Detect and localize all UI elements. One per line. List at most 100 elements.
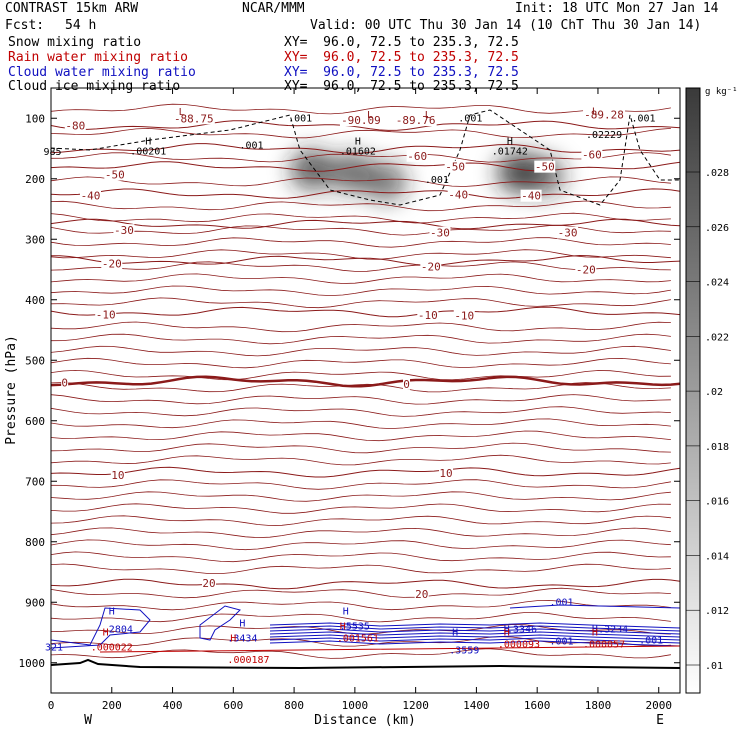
valid-time: Valid: 00 UTC Thu 30 Jan 14 (10 ChT Thu … xyxy=(310,18,702,33)
temp-label: -40 xyxy=(521,190,541,203)
y-tick-label: 500 xyxy=(25,354,45,367)
temp-label-bg xyxy=(80,189,102,202)
temp-label-bg xyxy=(447,188,469,201)
low-marker: L xyxy=(179,107,185,118)
y-axis-title: Pressure (hPa) xyxy=(4,335,19,445)
temp-label-bg xyxy=(429,226,451,239)
contour-label: .001 xyxy=(425,175,449,186)
forecast-label: Fcst: xyxy=(5,18,45,33)
colorbar-label: .016 xyxy=(705,497,729,508)
cloud-water-label: .3559 xyxy=(449,646,479,657)
y-tick-label: 1000 xyxy=(19,657,46,670)
rain-label: .000093 xyxy=(498,640,540,651)
temp-label-bg xyxy=(110,469,125,482)
isotherm-minor xyxy=(50,152,671,163)
cloud-water-contour xyxy=(269,628,681,635)
isotherm-m10 xyxy=(50,306,681,318)
max-h-marker: H xyxy=(145,137,151,148)
low-marker: L xyxy=(592,107,598,118)
model-title: CONTRAST 15km ARW xyxy=(5,1,139,16)
isotherm-10 xyxy=(50,466,681,478)
temp-label: 0 xyxy=(403,378,410,391)
snow-shading xyxy=(290,149,566,202)
rain-label: H xyxy=(504,628,510,639)
isotherm-minor xyxy=(50,442,671,454)
temp-label-bg xyxy=(95,308,117,321)
field-xy-snow: XY= 96.0, 72.5 to 235.3, 72.5 xyxy=(284,35,519,50)
rain-label: H xyxy=(592,628,598,639)
cloud-water-contour xyxy=(269,625,681,632)
isotherm-minor xyxy=(50,261,671,272)
cloud-water-label: .001 xyxy=(639,635,663,646)
isotherm-m30 xyxy=(50,218,681,230)
cloud-water-contours xyxy=(50,604,681,649)
isotherm-minor xyxy=(50,369,671,381)
isotherm-minor xyxy=(50,357,671,369)
max-value-label: .00201 xyxy=(130,147,166,158)
org-name: NCAR/MMM xyxy=(242,1,305,16)
x-tick-label: 2000 xyxy=(645,699,672,712)
y-tick-label: 800 xyxy=(25,536,45,549)
temp-label-bg xyxy=(202,576,217,589)
temp-label: -10 xyxy=(418,309,438,322)
cloud-water-label: .001 xyxy=(549,637,573,648)
temp-label: -40 xyxy=(81,190,101,203)
isotherm-minor xyxy=(50,491,671,502)
colorbar xyxy=(685,87,701,694)
isotherm-minor xyxy=(50,527,671,539)
isotherm-minor xyxy=(50,321,671,333)
snow-max-1 xyxy=(329,152,374,193)
isotherm-minor xyxy=(50,418,671,430)
temp-label-bg xyxy=(520,189,542,202)
isotherm-minor xyxy=(50,333,671,345)
temp-label: -20 xyxy=(576,264,596,277)
colorbar-label: .012 xyxy=(705,606,729,617)
temp-label-bg xyxy=(104,168,126,181)
isotherm-20 xyxy=(50,578,681,590)
cloud-water-label: H xyxy=(239,618,245,629)
isotherm-minor xyxy=(50,406,671,417)
contour-label: .001 xyxy=(288,113,312,124)
rain-label: .000187 xyxy=(227,655,269,666)
temp-label: -89.28 xyxy=(584,109,624,122)
isotherm-minor xyxy=(50,454,671,466)
cloud-water-contour xyxy=(269,631,681,638)
temp-label-bg xyxy=(420,260,442,273)
x-end-east: E xyxy=(656,713,664,728)
x-tick-label: 600 xyxy=(223,699,243,712)
rain-label: .000022 xyxy=(91,643,133,654)
isotherm-m80 xyxy=(50,120,681,131)
temp-label-bg xyxy=(557,226,579,239)
field-xy-cloud-water: XY= 96.0, 72.5 to 235.3, 72.5 xyxy=(284,65,519,80)
isotherm-minor xyxy=(50,636,671,647)
x-tick-label: 0 xyxy=(48,699,55,712)
cloud-water-label: .3434 xyxy=(227,634,257,645)
temp-label-bg xyxy=(444,160,466,173)
cloud-water-label: .5535 xyxy=(340,621,370,632)
rain-label: .001561 xyxy=(337,634,379,645)
isotherm-minor xyxy=(50,394,671,405)
max-value-label: .01602 xyxy=(340,147,376,158)
x-tick-label: 1200 xyxy=(402,699,429,712)
temp-label: -10 xyxy=(454,309,474,322)
x-tick-label: 400 xyxy=(163,699,183,712)
snow-max-2 xyxy=(363,161,408,202)
x-end-west: W xyxy=(84,713,92,728)
x-tick-label: 1800 xyxy=(585,699,612,712)
cloud-water-label: .3234 xyxy=(598,625,628,636)
terrain-line xyxy=(50,658,681,670)
y-tick-label: 600 xyxy=(25,415,45,428)
init-time: Init: 18 UTC Mon 27 Jan 14 xyxy=(515,1,719,16)
isotherm-m60 xyxy=(50,143,681,154)
temp-label: -60 xyxy=(407,150,427,163)
x-tick-label: 1400 xyxy=(463,699,490,712)
isotherm-minor xyxy=(50,648,671,659)
isotherm-minor xyxy=(50,249,671,260)
cloud-water-label: .2804 xyxy=(103,625,133,636)
max-value-label: 985 xyxy=(43,147,61,158)
temp-label: -20 xyxy=(102,257,122,270)
temp-label-bg xyxy=(403,377,411,390)
field-xy-cloud-ice: XY= 96.0, 72.5 to 235.3, 72.5 xyxy=(284,79,519,94)
isotherm-m50 xyxy=(50,161,681,172)
temp-label: -80 xyxy=(65,120,85,133)
